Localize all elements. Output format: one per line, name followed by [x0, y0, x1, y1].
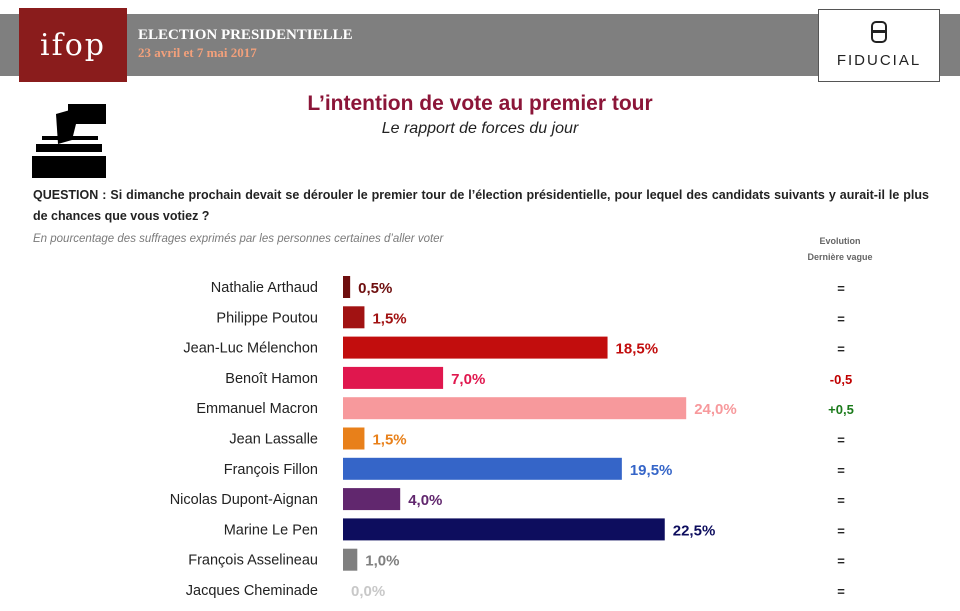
value-label: 19,5%	[630, 462, 673, 479]
evolution-header-line2: Dernière vague	[807, 252, 873, 262]
subtitle: Le rapport de forces du jour	[381, 120, 579, 137]
category-label: Jean-Luc Mélenchon	[183, 341, 318, 357]
category-label: Marine Le Pen	[224, 522, 318, 538]
evolution-value: =	[837, 433, 845, 448]
bar	[343, 427, 365, 450]
bar	[343, 366, 444, 389]
value-label: 24,0%	[694, 401, 737, 418]
category-label: Philippe Poutou	[216, 310, 318, 326]
category-label: Nicolas Dupont-Aignan	[170, 492, 318, 508]
election-title: ELECTION PRESIDENTIELLE	[138, 27, 353, 43]
value-label: 1,0%	[365, 553, 399, 570]
bar	[343, 276, 351, 298]
evolution-value: =	[837, 523, 845, 538]
value-label: 1,5%	[372, 432, 406, 449]
category-label: Jacques Cheminade	[186, 583, 318, 599]
category-label: Benoît Hamon	[225, 371, 318, 387]
method-note: En pourcentage des suffrages exprimés pa…	[33, 233, 444, 245]
evolution-header: Evolution Dernière vague	[790, 233, 890, 265]
value-label: 18,5%	[616, 341, 659, 358]
evolution-value: =	[837, 342, 845, 357]
evolution-value: -0,5	[830, 372, 852, 387]
main-title: L’intention de vote au premier tour	[307, 92, 653, 115]
bar	[343, 518, 665, 541]
value-label: 22,5%	[673, 522, 716, 539]
ballot-box-icon	[32, 100, 106, 178]
fiducial-mark-icon	[871, 21, 887, 43]
evolution-value: +0,5	[828, 402, 854, 417]
fiducial-logo: FIDUCIAL	[818, 9, 940, 82]
evolution-value: =	[837, 493, 845, 508]
bar	[343, 397, 687, 420]
evolution-value: =	[837, 463, 845, 478]
evolution-value: =	[837, 281, 845, 296]
evolution-value: =	[837, 554, 845, 569]
value-label: 7,0%	[451, 371, 485, 388]
evolution-value: =	[837, 584, 845, 599]
bar	[343, 306, 365, 329]
fiducial-logo-text: FIDUCIAL	[836, 52, 922, 69]
category-label: Emmanuel Macron	[196, 401, 318, 417]
category-label: Nathalie Arthaud	[211, 280, 318, 296]
value-label: 1,5%	[372, 310, 406, 327]
value-label: 4,0%	[408, 492, 442, 509]
bar	[343, 548, 358, 571]
category-label: Jean Lassalle	[229, 432, 318, 448]
ifop-logo: ifop	[19, 8, 127, 82]
value-label: 0,0%	[351, 583, 385, 600]
category-label: François Fillon	[224, 462, 318, 478]
bar	[343, 336, 608, 359]
bar	[343, 457, 622, 480]
evolution-value: =	[837, 311, 845, 326]
category-label: François Asselineau	[188, 553, 318, 569]
evolution-header-line1: Evolution	[819, 236, 861, 246]
value-label: 0,5%	[358, 280, 392, 297]
bar	[343, 488, 401, 511]
header-band	[0, 14, 960, 76]
question-text: QUESTION : Si dimanche prochain devait s…	[33, 188, 929, 223]
election-dates: 23 avril et 7 mai 2017	[138, 45, 257, 60]
